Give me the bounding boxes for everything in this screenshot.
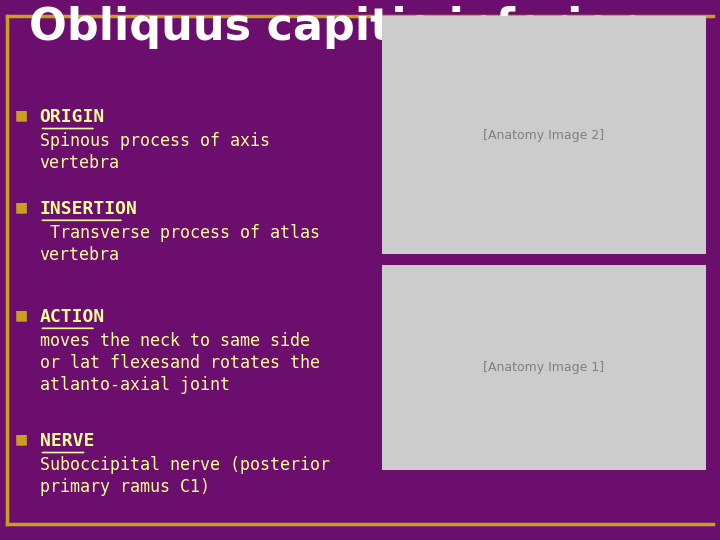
Text: ■: ■ xyxy=(14,108,27,122)
Text: ACTION: ACTION xyxy=(40,308,105,326)
Text: [Anatomy Image 1]: [Anatomy Image 1] xyxy=(483,361,604,374)
Text: moves the neck to same side
or lat flexesand rotates the
atlanto-axial joint: moves the neck to same side or lat flexe… xyxy=(40,332,320,395)
Text: INSERTION: INSERTION xyxy=(40,200,138,218)
Text: [Anatomy Image 2]: [Anatomy Image 2] xyxy=(483,129,604,141)
Text: ■: ■ xyxy=(14,308,27,322)
FancyBboxPatch shape xyxy=(382,16,706,254)
Text: Spinous process of axis
vertebra: Spinous process of axis vertebra xyxy=(40,132,269,172)
Text: NERVE: NERVE xyxy=(40,432,94,450)
Text: Obliquus capitis inferior: Obliquus capitis inferior xyxy=(29,5,634,49)
Text: ■: ■ xyxy=(14,432,27,446)
Text: Transverse process of atlas
vertebra: Transverse process of atlas vertebra xyxy=(40,224,320,264)
FancyBboxPatch shape xyxy=(382,265,706,470)
Text: ■: ■ xyxy=(14,200,27,214)
Text: Suboccipital nerve (posterior
primary ramus C1): Suboccipital nerve (posterior primary ra… xyxy=(40,456,330,496)
Text: ORIGIN: ORIGIN xyxy=(40,108,105,126)
